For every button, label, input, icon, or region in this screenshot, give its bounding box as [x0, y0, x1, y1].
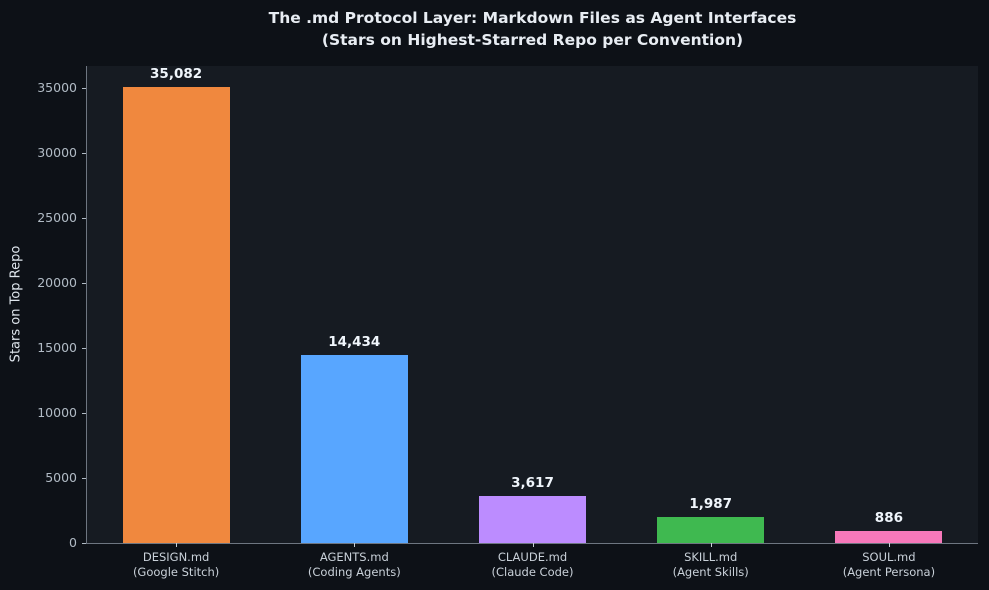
x-tick-label-line: SOUL.md [862, 550, 916, 564]
chart-title-block: The .md Protocol Layer: Markdown Files a… [87, 7, 978, 51]
x-tick-label-line: (Claude Code) [491, 565, 574, 579]
plot-area [87, 66, 978, 543]
y-tick-mark [82, 348, 86, 350]
x-tick-label-line: SKILL.md [684, 550, 738, 564]
x-tick-label-line: AGENTS.md [319, 550, 389, 564]
y-tick-mark [82, 283, 86, 285]
y-tick-mark [82, 153, 86, 155]
chart-subtitle: (Stars on Highest-Starred Repo per Conve… [321, 31, 744, 49]
y-tick-label: 10000 [37, 405, 77, 421]
x-tick-label-line: (Coding Agents) [307, 565, 401, 579]
x-tick-label: SKILL.md (Agent Skills) [626, 550, 796, 580]
x-tick-label-line: DESIGN.md [142, 550, 210, 564]
x-tick-label: SOUL.md (Agent Persona) [804, 550, 974, 580]
bar-agents-md [300, 355, 408, 543]
x-tick-mark [354, 543, 356, 547]
x-axis-spine [86, 543, 978, 544]
y-tick-label: 0 [69, 535, 77, 550]
bar-soul-md [835, 531, 943, 543]
x-tick-mark [532, 543, 534, 547]
y-tick-label: 20000 [37, 275, 77, 291]
bar-design-md [122, 87, 230, 543]
y-tick-mark [82, 88, 86, 90]
x-tick-label-line: (Agent Persona) [842, 565, 936, 579]
x-tick-mark [710, 543, 712, 547]
y-tick-label: 30000 [37, 145, 77, 161]
bar-value-label: 886 [874, 510, 903, 527]
y-axis-spine [86, 66, 87, 544]
y-tick-mark [82, 218, 86, 220]
x-tick-label-line: (Agent Skills) [672, 565, 749, 579]
y-tick-label: 15000 [37, 340, 77, 356]
bar-value-label: 35,082 [150, 66, 203, 83]
y-tick-label: 25000 [37, 210, 77, 226]
y-tick-label: 35000 [37, 80, 77, 96]
x-tick-mark [888, 543, 890, 547]
x-tick-label: DESIGN.md (Google Stitch) [91, 550, 261, 580]
x-tick-label: AGENTS.md (Coding Agents) [269, 550, 439, 580]
bar-value-label: 14,434 [328, 334, 381, 351]
bar-claude-md [479, 495, 586, 543]
y-tick-label: 5000 [45, 470, 77, 485]
bar-value-label: 1,987 [689, 496, 733, 513]
y-tick-mark [82, 413, 86, 415]
x-tick-mark [176, 543, 178, 547]
y-tick-mark [82, 478, 86, 479]
y-tick-mark [82, 543, 86, 544]
x-tick-label: CLAUDE.md (Claude Code) [448, 550, 618, 580]
x-tick-label-line: CLAUDE.md [497, 550, 568, 564]
bar-value-label: 3,617 [511, 474, 554, 491]
bar-skill-md [657, 517, 765, 543]
x-tick-label-line: (Google Stitch) [132, 565, 220, 579]
chart-title: The .md Protocol Layer: Markdown Files a… [268, 9, 797, 27]
